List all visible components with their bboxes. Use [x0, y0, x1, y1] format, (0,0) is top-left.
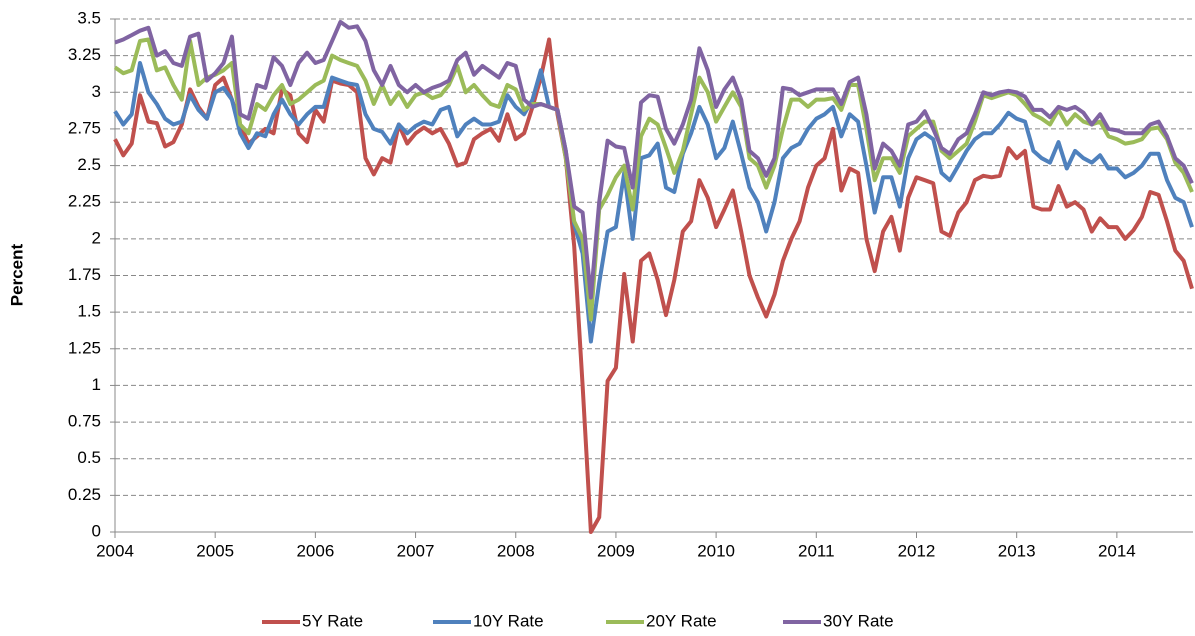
legend-label: 20Y Rate — [646, 611, 717, 630]
y-tick-label: 1.75 — [68, 265, 101, 284]
x-tick-label: 2008 — [497, 541, 535, 560]
x-tick-label: 2013 — [998, 541, 1036, 560]
x-tick-label: 2009 — [597, 541, 635, 560]
y-tick-label: 2.75 — [68, 118, 101, 137]
y-tick-label: 1 — [92, 375, 101, 394]
x-tick-label: 2014 — [1098, 541, 1136, 560]
series-line — [113, 37, 1194, 322]
y-tick-label: 0 — [92, 521, 101, 540]
x-tick-label: 2012 — [898, 541, 936, 560]
y-axis-label: Percent — [7, 243, 26, 306]
x-tick-label: 2004 — [96, 541, 134, 560]
x-tick-label: 2005 — [196, 541, 234, 560]
series-line — [113, 61, 1194, 344]
y-tick-label: 1.5 — [77, 302, 101, 321]
x-tick-label: 2011 — [798, 541, 835, 560]
y-tick-label: 1.25 — [68, 338, 101, 357]
y-tick-label: 3.5 — [77, 8, 101, 27]
y-tick-label: 3.25 — [68, 45, 101, 64]
y-tick-label: 0.5 — [77, 448, 101, 467]
series-line — [114, 19, 1194, 300]
x-tick-label: 2006 — [296, 541, 334, 560]
legend-label: 5Y Rate — [302, 611, 363, 630]
legend-label: 30Y Rate — [823, 611, 894, 630]
y-tick-label: 2.25 — [68, 192, 101, 211]
x-tick-label: 2007 — [397, 541, 435, 560]
y-tick-label: 0.25 — [68, 485, 101, 504]
legend-label: 10Y Rate — [473, 611, 544, 630]
y-tick-label: 3 — [92, 82, 101, 101]
y-tick-label: 0.75 — [68, 412, 101, 431]
y-tick-label: 2 — [92, 228, 101, 247]
series-line — [113, 37, 1194, 534]
y-tick-label: 2.5 — [77, 155, 101, 174]
x-tick-label: 2010 — [697, 541, 735, 560]
